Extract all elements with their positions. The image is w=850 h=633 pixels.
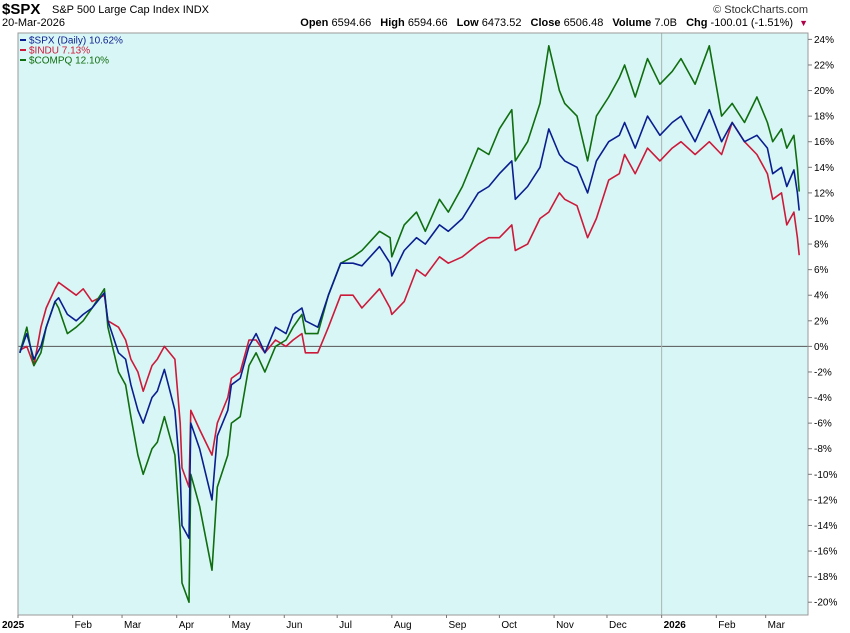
y-tick-label: 12% (814, 188, 834, 199)
legend-entry: $SPX (Daily) 10.62% (29, 36, 123, 47)
x-tick-label: Jun (286, 620, 302, 631)
ohlc-readout: Open 6594.66 High 6594.66 Low 6473.52 Cl… (300, 17, 808, 29)
y-tick-label: -18% (814, 572, 837, 583)
y-tick-label: 6% (814, 265, 829, 276)
y-tick-label: 2% (814, 316, 829, 327)
volume-label: Volume (612, 17, 652, 29)
exchange-text: INDX (182, 4, 209, 16)
y-tick-label: 4% (814, 291, 829, 302)
chart-header: $SPX S&P 500 Large Cap Index INDX 20-Mar… (0, 0, 850, 34)
x-tick-label: Aug (394, 620, 412, 631)
chg-value: -100.01 (-1.51%) (710, 17, 794, 29)
low-label: Low (456, 17, 479, 29)
y-tick-label: 16% (814, 137, 834, 148)
legend-entry: $INDU 7.13% (29, 46, 90, 57)
x-tick-label: Mar (768, 620, 786, 631)
y-tick-label: -6% (814, 419, 832, 430)
chart-date: 20-Mar-2026 (2, 17, 65, 29)
y-tick-label: 24% (814, 35, 834, 46)
y-tick-label: 0% (814, 342, 829, 353)
close-label: Close (530, 17, 561, 29)
y-tick-label: 20% (814, 86, 834, 97)
x-tick-label: Feb (718, 620, 736, 631)
x-tick-label: Dec (609, 620, 627, 631)
y-tick-label: 8% (814, 240, 829, 251)
grid-lines (18, 33, 808, 615)
description-text: S&P 500 Large Cap Index (52, 4, 180, 16)
series-line-2 (19, 45, 800, 603)
y-axis: -20% -18% -16% -14% -12% -10% -8% -6% -4% -2% 0% 2%… (808, 35, 837, 609)
high-value: 6594.66 (407, 17, 448, 29)
series-line-0 (19, 108, 800, 540)
y-tick-label: -16% (814, 547, 837, 558)
open-value: 6594.66 (331, 17, 372, 29)
x-tick-label: Feb (75, 620, 93, 631)
series-line-1 (19, 121, 800, 488)
chg-label: Chg (686, 17, 708, 29)
x-tick-label: Nov (556, 620, 574, 631)
x-axis: 2025 Feb Mar Apr May Jun Jul Aug Sep Oct Nov Dec 202… (2, 615, 786, 631)
x-tick-label: 2025 (2, 620, 25, 631)
y-tick-label: -10% (814, 470, 837, 481)
y-tick-label: -12% (814, 495, 837, 506)
x-tick-label: Sep (449, 620, 467, 631)
symbol-label: $SPX (2, 1, 41, 18)
plot-frame (17, 32, 809, 616)
y-tick-label: -4% (814, 393, 832, 404)
y-tick-label: 22% (814, 60, 834, 71)
down-triangle-icon: ▼ (799, 18, 808, 28)
legend: $SPX (Daily) 10.62%$INDU 7.13%$COMPQ 12.… (20, 36, 123, 67)
close-value: 6506.48 (563, 17, 604, 29)
open-label: Open (300, 17, 329, 29)
legend-entry: $COMPQ 12.10% (29, 56, 109, 67)
x-tick-label: May (232, 620, 251, 631)
y-tick-label: 10% (814, 214, 834, 225)
plot-area (18, 33, 808, 615)
volume-value: 7.0B (654, 17, 678, 29)
brand-watermark: © StockCharts.com (713, 4, 808, 16)
y-tick-label: 18% (814, 112, 834, 123)
x-tick-label: Apr (179, 620, 195, 631)
series-lines (19, 45, 800, 603)
low-value: 6473.52 (481, 17, 522, 29)
y-tick-label: -2% (814, 367, 832, 378)
y-tick-label: 14% (814, 163, 834, 174)
x-tick-label: Mar (124, 620, 142, 631)
y-tick-label: -20% (814, 598, 837, 609)
y-tick-label: -14% (814, 521, 837, 532)
x-tick-label: Jul (339, 620, 352, 631)
x-tick-label: Oct (501, 620, 517, 631)
y-tick-label: -8% (814, 444, 832, 455)
x-tick-label: 2026 (664, 620, 687, 631)
symbol-description: S&P 500 Large Cap Index INDX (52, 4, 209, 16)
high-label: High (380, 17, 405, 29)
